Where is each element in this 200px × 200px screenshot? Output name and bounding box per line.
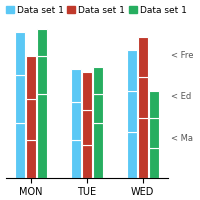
Bar [82, 72, 92, 110]
Bar [82, 110, 92, 145]
Bar [127, 91, 137, 132]
Bar [138, 37, 148, 77]
Bar [15, 32, 25, 75]
Bar [93, 67, 103, 94]
Bar [71, 140, 81, 178]
Bar [138, 77, 148, 118]
Bar [82, 145, 92, 178]
Bar [71, 69, 81, 102]
Bar [15, 75, 25, 123]
Bar [138, 118, 148, 178]
Bar [37, 56, 47, 94]
Bar [93, 123, 103, 178]
Bar [149, 118, 159, 148]
Bar [127, 132, 137, 178]
Bar [26, 56, 36, 99]
Bar [15, 123, 25, 178]
Legend: Data set 1, Data set 1, Data set 1: Data set 1, Data set 1, Data set 1 [2, 2, 190, 19]
Bar [37, 94, 47, 178]
Bar [37, 29, 47, 56]
Text: < Ed: < Ed [171, 92, 191, 101]
Text: < Ma: < Ma [171, 134, 193, 143]
Bar [26, 99, 36, 140]
Text: < Fre: < Fre [171, 51, 194, 60]
Bar [149, 91, 159, 118]
Bar [149, 148, 159, 178]
Bar [127, 50, 137, 91]
Bar [71, 102, 81, 140]
Bar [93, 94, 103, 123]
Bar [26, 140, 36, 178]
